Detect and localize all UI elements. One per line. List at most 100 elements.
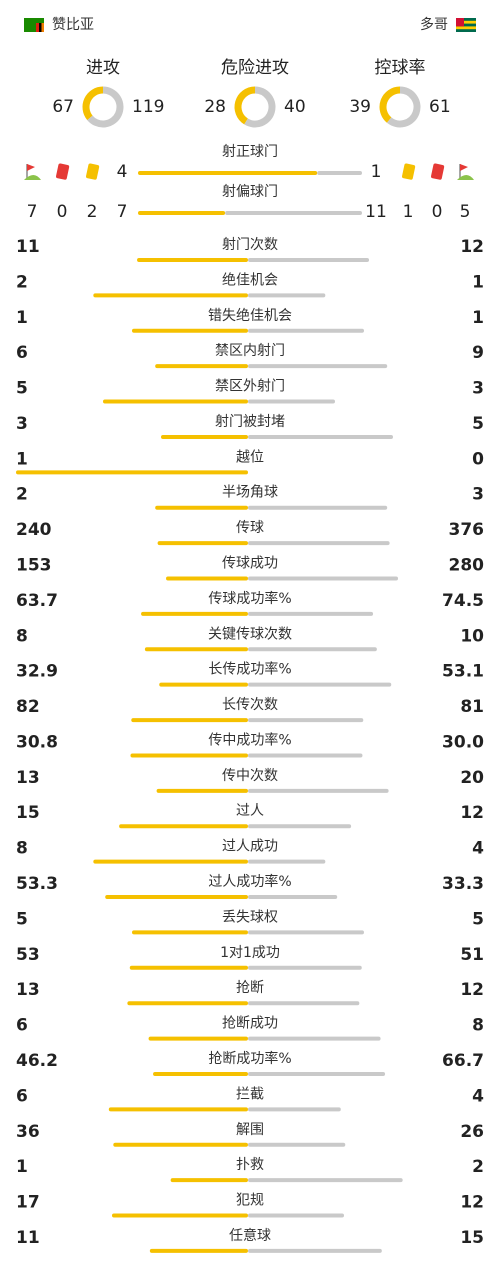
- stat-home: 6: [16, 343, 28, 363]
- stat-home-bar: [113, 1142, 249, 1147]
- stat-home-bar: [119, 824, 248, 829]
- corner-icon: [460, 164, 468, 171]
- stat-home-bar: [148, 1036, 248, 1041]
- stat-away: 1: [472, 272, 484, 292]
- stat-home-bar: [112, 1213, 248, 1218]
- stat-home: 30.8: [16, 732, 58, 752]
- stat-away: 30.0: [442, 732, 484, 752]
- corner-icon: [457, 175, 474, 180]
- away-team: 多哥: [420, 16, 448, 33]
- stat-away-bar: [248, 859, 326, 864]
- home-flag: [24, 18, 44, 32]
- stat-away-bar: [248, 1213, 344, 1218]
- stat-home: 13: [16, 768, 40, 788]
- stat-home-bar: [161, 434, 248, 439]
- stat-label: 半场角球: [222, 485, 278, 501]
- stat-label: 过人成功率%: [208, 873, 291, 890]
- stat-home-bar: [129, 965, 248, 970]
- stat-home-bar: [155, 505, 248, 510]
- stat-home-bar: [157, 541, 248, 546]
- stat-away-bar: [248, 930, 364, 935]
- stat-home-bar: [132, 930, 248, 935]
- stat-away-bar: [248, 682, 392, 687]
- stat-label: 射门被封堵: [215, 414, 285, 430]
- summary-home: 67: [52, 97, 74, 117]
- shots-away-bar: [317, 171, 362, 175]
- stat-away: 12: [460, 980, 484, 1000]
- stat-away: 4: [472, 1086, 484, 1106]
- stat-home-bar: [93, 859, 248, 864]
- summary-label: 进攻: [86, 58, 120, 78]
- stat-away-bar: [248, 718, 364, 723]
- summary-away: 119: [132, 97, 164, 117]
- stat-label: 丢失球权: [222, 909, 278, 925]
- stat-away-bar: [248, 1107, 341, 1112]
- home-event-count: 2: [87, 202, 98, 222]
- stat-home: 5: [16, 909, 28, 929]
- stat-label: 任意球: [229, 1227, 271, 1244]
- stat-home-bar: [144, 647, 248, 652]
- stat-away: 3: [472, 485, 484, 505]
- stat-away: 12: [460, 237, 484, 257]
- stat-home-bar: [105, 895, 248, 900]
- stat-away-bar: [248, 1071, 386, 1076]
- stat-home-bar: [103, 399, 248, 404]
- stat-home-bar: [159, 682, 248, 687]
- stat-home: 1: [16, 1157, 28, 1177]
- stat-home-bar: [141, 611, 248, 616]
- shots-home: 7: [117, 202, 128, 222]
- stat-away: 3: [472, 379, 484, 399]
- corner-icon: [27, 164, 35, 171]
- stat-away-bar: [248, 1248, 382, 1253]
- stat-home: 11: [16, 237, 40, 257]
- stat-away: 10: [460, 626, 484, 646]
- home-team: 赞比亚: [52, 17, 94, 33]
- yellow-card-icon: [86, 163, 100, 180]
- stat-home: 32.9: [16, 662, 58, 682]
- stat-home: 46.2: [16, 1051, 58, 1071]
- donut-home: [234, 86, 256, 125]
- stat-away-bar: [248, 824, 352, 829]
- stat-home-bar: [156, 788, 248, 793]
- stat-home: 2: [16, 272, 28, 292]
- stat-home: 53.3: [16, 874, 58, 894]
- stat-label: 绝佳机会: [222, 272, 278, 288]
- shots-home: 4: [117, 162, 128, 182]
- stat-away-bar: [248, 258, 370, 262]
- summary-home: 28: [204, 97, 226, 117]
- summary-away: 40: [284, 97, 306, 117]
- stat-home: 11: [16, 1228, 40, 1248]
- stat-away-bar: [248, 576, 399, 581]
- stat-label: 1对1成功: [220, 945, 280, 961]
- stat-home: 2: [16, 485, 28, 505]
- stat-label: 抢断: [236, 979, 264, 996]
- stat-home: 17: [16, 1193, 40, 1213]
- stat-home: 6: [16, 1086, 28, 1106]
- stat-label: 长传成功率%: [208, 661, 291, 678]
- stat-home: 1: [16, 449, 28, 469]
- stat-home: 3: [16, 414, 28, 434]
- stat-away: 2: [472, 1157, 484, 1177]
- red-card-icon: [56, 163, 70, 180]
- stat-home-bar: [127, 1001, 248, 1006]
- home-event-count: 7: [27, 202, 38, 222]
- stat-label: 传中成功率%: [208, 731, 291, 748]
- stat-home: 15: [16, 803, 40, 823]
- stat-away-bar: [248, 611, 374, 616]
- stat-home-bar: [130, 753, 248, 758]
- yellow-card-icon: [402, 163, 416, 180]
- stat-away-bar: [248, 541, 390, 546]
- stat-home-bar: [132, 328, 248, 333]
- stat-home-bar: [149, 1248, 248, 1253]
- stat-away-bar: [248, 328, 364, 333]
- donut-home: [82, 86, 104, 121]
- summary-label: 控球率: [375, 58, 426, 78]
- stat-away: 5: [472, 414, 484, 434]
- stat-label: 过人: [236, 803, 264, 819]
- stat-home: 8: [16, 839, 28, 859]
- stat-label: 犯规: [236, 1193, 264, 1209]
- stat-home: 5: [16, 379, 28, 399]
- stat-away: 74.5: [442, 591, 484, 611]
- stat-label: 解围: [236, 1122, 264, 1138]
- stat-home: 36: [16, 1122, 40, 1142]
